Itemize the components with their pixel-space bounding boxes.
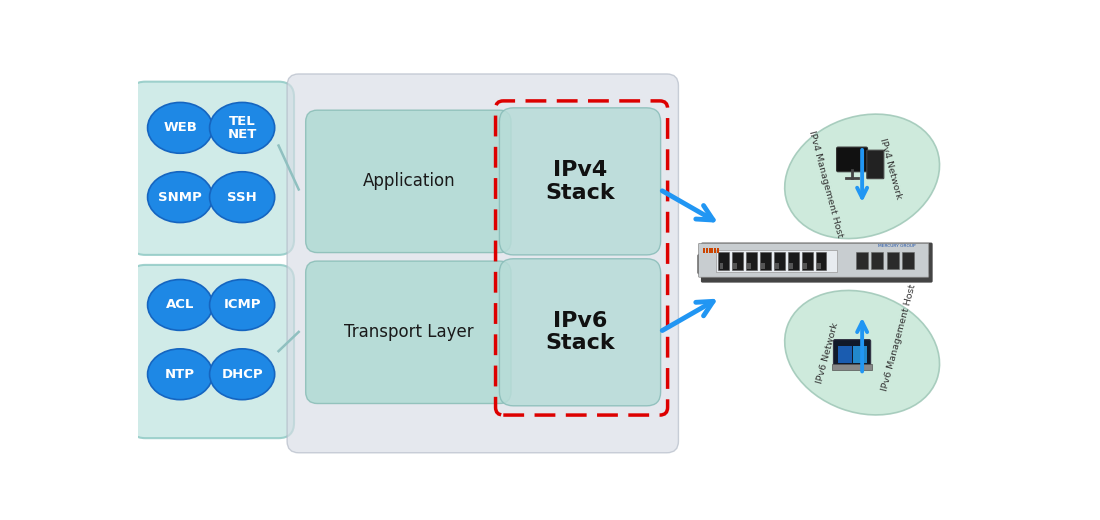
Text: MERCURY GROUP: MERCURY GROUP: [878, 244, 916, 248]
Bar: [852, 346, 867, 363]
Bar: [815, 252, 826, 270]
FancyBboxPatch shape: [287, 74, 679, 453]
Ellipse shape: [784, 291, 939, 415]
Bar: [832, 364, 872, 370]
Bar: [803, 263, 807, 269]
Bar: [788, 252, 799, 270]
Ellipse shape: [147, 102, 212, 153]
Ellipse shape: [210, 349, 275, 400]
Text: IPv4 Management Host: IPv4 Management Host: [807, 129, 845, 239]
Text: Application: Application: [362, 172, 455, 190]
Bar: [760, 252, 771, 270]
Bar: [708, 248, 711, 253]
Text: SSH: SSH: [228, 191, 257, 204]
FancyBboxPatch shape: [306, 110, 512, 253]
FancyBboxPatch shape: [499, 108, 661, 255]
Bar: [902, 252, 914, 269]
FancyBboxPatch shape: [130, 265, 294, 438]
Bar: [856, 252, 868, 269]
Bar: [887, 252, 899, 269]
Text: WEB: WEB: [163, 121, 197, 134]
Text: DHCP: DHCP: [221, 368, 263, 381]
Bar: [776, 263, 779, 269]
Bar: [716, 250, 836, 272]
Ellipse shape: [147, 349, 212, 400]
Text: IPv4
Stack: IPv4 Stack: [546, 160, 615, 203]
Bar: [717, 248, 718, 253]
Text: ACL: ACL: [166, 298, 195, 311]
Text: IPv6 Network: IPv6 Network: [815, 322, 839, 385]
Bar: [712, 248, 713, 253]
Ellipse shape: [210, 172, 275, 223]
Bar: [802, 252, 813, 270]
FancyBboxPatch shape: [701, 242, 933, 283]
FancyBboxPatch shape: [698, 243, 928, 277]
FancyBboxPatch shape: [130, 82, 294, 255]
Bar: [718, 252, 729, 270]
Bar: [761, 263, 766, 269]
Text: TEL
NET: TEL NET: [228, 114, 256, 141]
Bar: [817, 263, 821, 269]
Text: IPv4 Network: IPv4 Network: [878, 137, 903, 200]
Ellipse shape: [147, 172, 212, 223]
Text: NTP: NTP: [165, 368, 195, 381]
Bar: [871, 252, 883, 269]
FancyBboxPatch shape: [867, 150, 883, 179]
Bar: [706, 248, 708, 253]
Bar: [747, 263, 751, 269]
FancyBboxPatch shape: [834, 340, 871, 367]
Ellipse shape: [147, 280, 212, 330]
Bar: [746, 252, 757, 270]
Text: Transport Layer: Transport Layer: [344, 323, 474, 341]
Text: ICMP: ICMP: [223, 298, 261, 311]
Ellipse shape: [210, 102, 275, 153]
Bar: [773, 252, 784, 270]
Text: IPv6 Management Host: IPv6 Management Host: [880, 283, 917, 393]
FancyBboxPatch shape: [499, 259, 661, 406]
Bar: [732, 252, 742, 270]
Bar: [790, 263, 793, 269]
Ellipse shape: [784, 114, 939, 239]
FancyBboxPatch shape: [697, 254, 930, 274]
Text: SNMP: SNMP: [158, 191, 202, 204]
Bar: [734, 263, 737, 269]
Bar: [719, 263, 724, 269]
FancyBboxPatch shape: [306, 261, 512, 404]
Bar: [838, 346, 853, 363]
Text: IPv6
Stack: IPv6 Stack: [546, 311, 615, 354]
Ellipse shape: [210, 280, 275, 330]
FancyBboxPatch shape: [837, 147, 868, 172]
Bar: [703, 248, 705, 253]
Bar: [714, 248, 716, 253]
